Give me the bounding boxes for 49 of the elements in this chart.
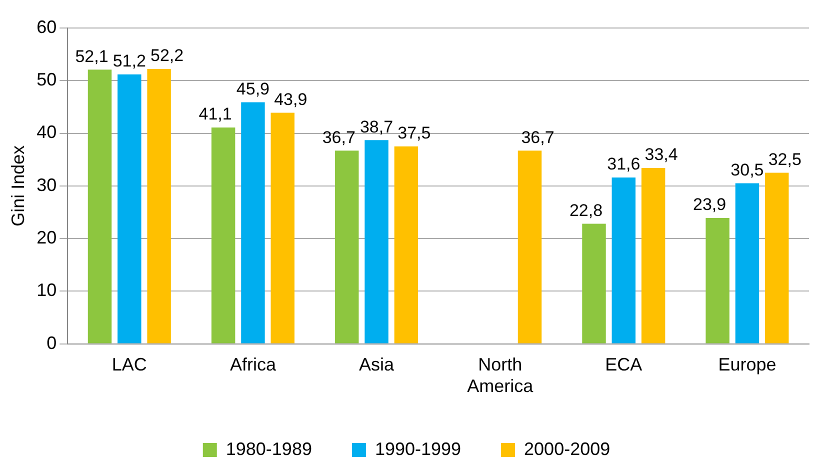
x-tick-label: North America — [467, 354, 534, 396]
bar — [241, 102, 265, 344]
y-tick-label: 20 — [36, 228, 57, 248]
bar — [270, 112, 294, 344]
y-tick-label: 30 — [36, 174, 57, 195]
data-label: 31,6 — [607, 154, 640, 174]
x-tick-label: LAC — [112, 354, 147, 375]
data-label: 30,5 — [730, 160, 764, 180]
data-label: 36,7 — [322, 128, 356, 147]
data-label: 52,2 — [150, 46, 184, 66]
bar — [147, 69, 171, 344]
bar — [612, 177, 636, 344]
data-label: 32,5 — [768, 150, 802, 169]
y-tick-label: 10 — [36, 280, 57, 300]
bar — [211, 127, 236, 344]
bar — [394, 146, 418, 344]
bar — [335, 150, 359, 344]
data-label: 36,7 — [521, 128, 554, 147]
y-tick-label: 50 — [36, 70, 57, 90]
x-tick-label: Europe — [718, 354, 776, 375]
bar — [518, 150, 542, 344]
x-tick-label: Asia — [359, 354, 396, 375]
data-label: 23,9 — [693, 195, 726, 214]
data-label: 52,1 — [75, 46, 108, 66]
legend-label: 1980-1989 — [226, 438, 312, 459]
bar — [364, 140, 388, 344]
y-tick-label: 60 — [36, 16, 57, 37]
bar — [641, 168, 666, 344]
data-label: 51,2 — [112, 52, 146, 71]
bar — [118, 74, 142, 344]
data-label: 45,9 — [236, 79, 270, 98]
data-label: 43,9 — [274, 90, 308, 109]
legend-label: 1990-1999 — [374, 438, 462, 459]
data-label: 38,7 — [360, 117, 394, 136]
data-label: 33,4 — [644, 145, 678, 164]
bar — [735, 183, 760, 344]
bar — [765, 172, 789, 344]
x-tick-label: ECA — [605, 354, 642, 375]
legend-label: 2000-2009 — [524, 438, 610, 459]
data-label: 37,5 — [398, 124, 431, 143]
data-label: 22,8 — [569, 200, 603, 220]
data-label: 41,1 — [198, 104, 232, 124]
bar — [582, 224, 606, 344]
y-axis-title: Gini Index — [8, 145, 28, 226]
y-tick-label: 40 — [36, 122, 57, 142]
bar — [706, 218, 730, 344]
x-tick-label: Africa — [230, 354, 277, 375]
y-tick-label: 0 — [46, 332, 57, 353]
bar — [88, 70, 112, 344]
